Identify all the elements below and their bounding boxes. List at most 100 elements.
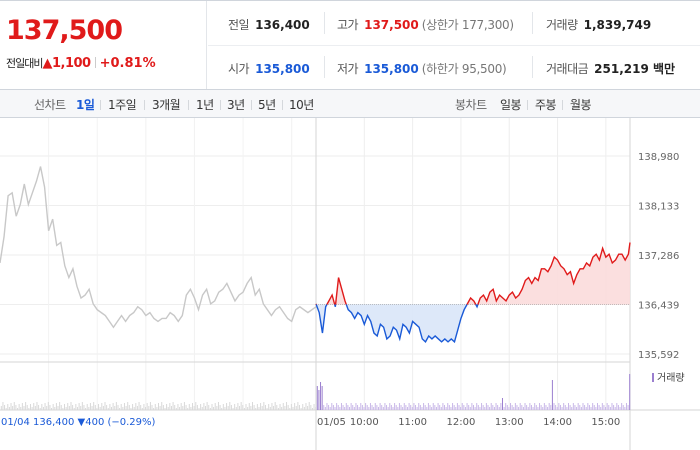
- volume-bar: [402, 407, 404, 410]
- volume-bar: [489, 407, 491, 410]
- volume-bar: [463, 405, 465, 410]
- prev-volume-bar: [25, 402, 27, 410]
- prev-volume-bar: [85, 408, 87, 410]
- prev-volume-bar: [112, 403, 114, 410]
- period-1w-tab[interactable]: 1주일: [108, 98, 137, 112]
- stat-divider: [532, 12, 533, 34]
- volume-bar: [518, 407, 520, 410]
- prev-volume-bar: [125, 406, 127, 410]
- volume-bar: [547, 407, 549, 410]
- up-price-line: [466, 296, 477, 305]
- volume-bar: [471, 403, 473, 410]
- volume-bar: [619, 407, 621, 410]
- prev-volume-bar: [117, 405, 119, 410]
- volume-bar: [487, 405, 489, 410]
- candle-weekly-tab[interactable]: 주봉: [535, 98, 557, 112]
- prev-volume-bar: [31, 407, 33, 410]
- volume-bar: [340, 403, 342, 410]
- volume-bar: [442, 403, 444, 410]
- candle-daily-tab[interactable]: 일봉: [500, 98, 522, 112]
- prev-volume-bar: [0, 406, 2, 410]
- price-chart-svg: 138,980 138,133 137,286 136,439 135,592 거래량 10…: [0, 118, 700, 450]
- prev-volume-bar: [216, 406, 218, 410]
- volume-bar: [453, 405, 455, 410]
- prev-volume-bar: [182, 406, 184, 410]
- volume-bar: [558, 403, 560, 410]
- period-10y-tab[interactable]: 10년: [289, 98, 314, 112]
- prev-volume-bar: [286, 402, 288, 410]
- period-5y-tab[interactable]: 5년: [258, 98, 276, 112]
- volume-bar: [418, 403, 420, 410]
- prev-volume-bar: [149, 402, 151, 410]
- prev-volume-bar: [94, 405, 96, 410]
- volume-bar: [477, 405, 479, 410]
- volume-bar: [572, 403, 574, 410]
- up-area-fill: [467, 298, 476, 305]
- volume-bar: [568, 403, 570, 410]
- candle-monthly-tab[interactable]: 월봉: [570, 98, 592, 112]
- prev-volume-bar: [153, 408, 155, 410]
- period-3y-tab[interactable]: 3년: [227, 98, 245, 112]
- volume-bar: [377, 407, 379, 410]
- stat-value: 135,800: [364, 62, 419, 76]
- period-3m-tab[interactable]: 3개월: [152, 98, 181, 112]
- period-divider: [527, 100, 528, 110]
- period-1y-tab[interactable]: 1년: [196, 98, 214, 112]
- volume-bar: [510, 403, 512, 410]
- prev-volume-bar: [297, 402, 299, 410]
- prev-volume-bar: [38, 405, 40, 410]
- prev-volume-bar: [7, 404, 9, 410]
- volume-bar: [444, 405, 446, 410]
- prev-volume-bar: [80, 406, 82, 410]
- volume-bar: [337, 405, 339, 410]
- volume-bar: [569, 405, 571, 410]
- volume-bar: [627, 405, 629, 410]
- volume-bar: [530, 405, 532, 410]
- prev-volume-bar: [243, 408, 245, 410]
- stat-value: 136,400: [255, 18, 310, 32]
- volume-bar: [608, 405, 610, 410]
- prev-volume-bar: [101, 403, 103, 410]
- y-tick-label: 138,980: [638, 152, 679, 163]
- prev-volume-bar: [311, 408, 313, 410]
- prev-volume-bar: [140, 405, 142, 410]
- volume-bar: [514, 403, 516, 410]
- volume-bar: [516, 405, 518, 410]
- down-area-fill: [346, 304, 468, 342]
- volume-bar: [323, 405, 325, 410]
- prev-volume-bar: [213, 407, 215, 410]
- volume-bar: [600, 407, 602, 410]
- prev-volume-bar: [303, 407, 305, 410]
- prev-volume-bar: [196, 405, 198, 410]
- period-1d-tab[interactable]: 1일: [76, 98, 95, 112]
- prev-volume-bar: [192, 403, 194, 410]
- volume-bar: [481, 403, 483, 410]
- up-price-line: [326, 293, 336, 305]
- volume-bar: [603, 405, 605, 410]
- volume-bar: [432, 403, 434, 410]
- volume-bar: [625, 403, 627, 410]
- volume-bar: [328, 405, 330, 410]
- prev-volume-bar: [28, 408, 30, 410]
- volume-bar: [406, 407, 408, 410]
- y-tick-label: 135,592: [638, 350, 679, 361]
- line-chart-title: 선차트: [34, 98, 66, 112]
- volume-bar: [596, 403, 598, 410]
- change-label: 전일대비: [6, 57, 43, 70]
- prev-volume-bar: [49, 405, 51, 410]
- stat-amount: 거래대금 251,219 백만: [546, 60, 675, 77]
- volume-legend-label: 거래량: [657, 372, 685, 384]
- prev-volume-bar: [5, 408, 7, 410]
- volume-bar: [537, 407, 539, 410]
- volume-bar: [429, 405, 431, 410]
- volume-bar: [629, 374, 631, 410]
- volume-bar: [382, 407, 384, 410]
- prev-volume-bar: [120, 404, 122, 410]
- volume-bar: [376, 405, 378, 410]
- volume-bar: [616, 403, 618, 410]
- volume-bar: [415, 405, 417, 410]
- volume-bar: [324, 407, 326, 410]
- volume-bar: [361, 405, 363, 410]
- period-divider: [188, 100, 189, 110]
- prev-volume-bar: [255, 408, 257, 410]
